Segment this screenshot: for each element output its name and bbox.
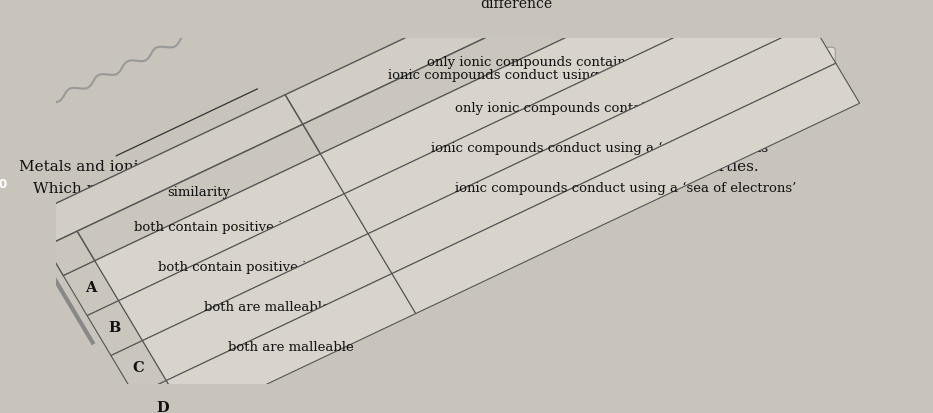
Text: 30: 30 [0,178,7,192]
Text: 0620/21/M/J/22: 0620/21/M/J/22 [747,50,832,61]
Text: ionic compounds conduct using a ‘sea of electrons’: ionic compounds conduct using a ‘sea of … [431,142,773,155]
Bar [321,0,788,194]
Bar [118,194,369,341]
Text: only ionic compounds contain anions: only ionic compounds contain anions [427,56,675,69]
Text: B: B [109,321,121,335]
Bar [369,24,836,273]
Bar [87,301,143,356]
Text: both are malleable: both are malleable [204,301,330,313]
Text: D: D [156,401,169,413]
Bar [303,0,764,154]
Bar [344,0,812,234]
Bar [28,95,303,246]
Circle shape [0,172,11,195]
Text: A: A [85,281,97,295]
Text: ionic compounds conduct using a ‘sea of electrons’: ionic compounds conduct using a ‘sea of … [455,182,797,195]
Bar [77,124,321,261]
Text: both are malleable: both are malleable [229,341,354,354]
Text: difference: difference [480,0,552,11]
Text: C: C [132,361,145,375]
Bar [285,0,746,124]
Bar [392,63,859,313]
Text: ionic compounds conduct using a ‘sea of electrons’: ionic compounds conduct using a ‘sea of … [388,69,730,83]
Text: similarity: similarity [167,186,230,199]
Bar [46,231,95,276]
Bar [143,234,392,380]
Text: Metals and ionic compounds have similarities and differences in their structure : Metals and ionic compounds have similari… [20,159,759,173]
Bar [63,261,118,316]
Bar [111,341,166,396]
Bar [134,380,190,413]
Text: only ionic compounds contain anions: only ionic compounds contain anions [454,102,702,115]
Bar [95,154,344,301]
Text: Which row about metals and ionic compounds is correct?: Which row about metals and ionic compoun… [33,182,476,196]
Text: both contain positive ions: both contain positive ions [134,221,305,234]
Bar [166,273,416,413]
Text: both contain positive ions: both contain positive ions [158,261,329,274]
